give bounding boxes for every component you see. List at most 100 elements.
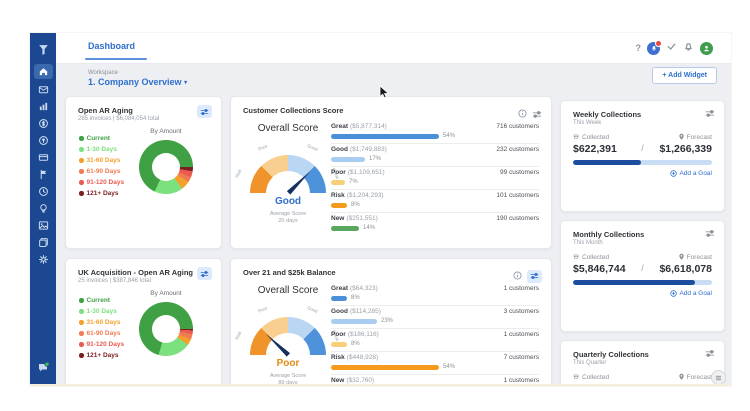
legend-dot [79, 298, 84, 303]
add-goal-link[interactable]: Add a Goal [670, 290, 712, 297]
app-window: Dashboard ? Workspace 1 [30, 33, 731, 386]
sidebar-item-collections[interactable] [35, 117, 52, 130]
legend-label: 31-60 Days [86, 319, 121, 326]
legend-item[interactable]: Current [79, 295, 124, 306]
info-icon[interactable] [513, 267, 522, 285]
score-row-percent: 54% [443, 133, 456, 139]
legend-item[interactable]: 121+ Days [79, 188, 124, 199]
top-navigation-bar: Dashboard ? [56, 33, 731, 64]
filter-settings-icon[interactable] [197, 267, 212, 280]
sidebar-item-layers[interactable] [35, 236, 52, 249]
collections-progress-bar [573, 280, 712, 285]
ar-aging-donut-chart[interactable] [139, 140, 193, 194]
floating-menu-button[interactable] [711, 370, 726, 385]
score-row-bar-line: 54% [331, 364, 455, 370]
score-row-name: Great ($64,323) [331, 285, 378, 292]
info-icon[interactable] [518, 105, 527, 123]
sidebar-item-settings[interactable] [35, 253, 52, 266]
sidebar-item-reports[interactable] [35, 100, 52, 113]
score-row-customers: 716 customers [496, 123, 539, 130]
sidebar-item-inbox[interactable] [35, 83, 52, 96]
score-row-bar [331, 225, 359, 231]
legend-item[interactable]: Current [79, 133, 124, 144]
score-row-name: New ($32,760) [331, 377, 375, 384]
score-row-name: Risk ($1,204,293) [331, 192, 384, 199]
score-row-percent: 8% [351, 202, 360, 208]
filter-settings-icon[interactable] [532, 110, 542, 119]
widget-period: This Week [573, 120, 602, 126]
score-row-bar [331, 295, 347, 301]
workspace-selector[interactable]: 1. Company Overview ▾ [88, 77, 187, 87]
legend-dot [79, 331, 84, 336]
score-row-customers: 1 customers [503, 285, 539, 292]
gauge-hole [266, 171, 310, 193]
workspace-selected-value: 1. Company Overview [88, 77, 182, 87]
sidebar-item-clock[interactable] [35, 185, 52, 198]
legend-item[interactable]: 61-90 Days [79, 328, 124, 339]
widget-title: Weekly Collections [573, 110, 642, 119]
score-row-amount: ($1,204,293) [346, 192, 384, 199]
score-value: Good [274, 196, 302, 207]
legend-dot [79, 136, 84, 141]
score-row: Poor ($1,109,651) 99 customers 7% [331, 167, 539, 190]
collections-progress-bar [573, 160, 712, 165]
legend-item[interactable]: 91-120 Days [79, 177, 124, 188]
score-row-bar [331, 202, 347, 208]
sidebar-item-payment-card[interactable] [35, 151, 52, 164]
score-row-percent: 8% [351, 295, 360, 301]
add-goal-plus-icon [670, 170, 678, 177]
chart-legend: Current 1-30 Days 31-60 Days 61- [79, 133, 124, 199]
score-row-amount: ($251,551) [346, 215, 378, 222]
legend-item[interactable]: 1-30 Days [79, 144, 124, 155]
legend-dot [79, 309, 84, 314]
legend-dot [79, 180, 84, 185]
filter-settings-icon[interactable] [705, 229, 715, 238]
overall-score-label: Overall Score [257, 285, 319, 296]
widget-uk-open-ar-aging: UK Acquisition - Open AR Aging 25 invoic… [65, 258, 222, 386]
legend-label: 31-60 Days [86, 157, 121, 164]
uk-ar-aging-donut-chart[interactable] [139, 302, 193, 356]
sidebar-item-home[interactable] [33, 64, 53, 79]
legend-item[interactable]: 91-120 Days [79, 339, 124, 350]
forecast-label: Forecast [678, 373, 712, 381]
filter-settings-icon[interactable] [705, 349, 715, 358]
workspace-label: Workspace [88, 70, 118, 76]
score-row-customers: 1 customers [503, 331, 539, 338]
score-row-customers: 232 customers [496, 146, 539, 153]
forecast-value: $6,618,078 [659, 263, 712, 275]
collected-value: $5,846,744 [573, 263, 626, 275]
add-widget-button[interactable]: + Add Widget [652, 67, 717, 84]
tasks-check-icon[interactable] [666, 39, 677, 57]
legend-item[interactable]: 61-90 Days [79, 166, 124, 177]
tab-dashboard[interactable]: Dashboard [88, 41, 136, 51]
filter-settings-icon[interactable] [527, 269, 542, 283]
forecast-pin-icon [679, 373, 684, 380]
sidebar-item-flag[interactable] [35, 168, 52, 181]
legend-item[interactable]: 1-30 Days [79, 306, 124, 317]
main-area: Dashboard ? Workspace 1 [56, 33, 731, 386]
support-chat-icon[interactable] [35, 361, 52, 374]
score-row-bar-line: 8% [331, 341, 360, 347]
filter-settings-icon[interactable] [197, 105, 212, 118]
notifications-icon[interactable] [647, 39, 662, 55]
help-icon[interactable]: ? [635, 43, 642, 53]
sidebar-item-insights[interactable] [35, 202, 52, 215]
chart-legend: Current 1-30 Days 31-60 Days 61- [79, 295, 124, 361]
legend-label: 61-90 Days [86, 168, 121, 175]
user-avatar[interactable] [700, 41, 713, 55]
score-row-bar-line: 54% [331, 133, 455, 139]
legend-item[interactable]: 31-60 Days [79, 155, 124, 166]
legend-item[interactable]: 121+ Days [79, 350, 124, 361]
alerts-bell-icon[interactable] [683, 39, 694, 57]
score-row-amount: ($448,928) [346, 354, 379, 361]
filter-settings-icon[interactable] [705, 109, 715, 118]
sidebar-item-send[interactable] [35, 134, 52, 147]
add-goal-link[interactable]: Add a Goal [670, 170, 712, 177]
score-row: Great ($5,877,314) 716 customers 54% [331, 121, 539, 144]
legend-label: 1-30 Days [86, 146, 117, 153]
score-row-name: Good ($114,285) [331, 308, 381, 315]
value-separator: / [561, 383, 724, 386]
sidebar-item-gallery[interactable] [35, 219, 52, 232]
score-row-amount: ($1,109,651) [347, 169, 385, 176]
legend-item[interactable]: 31-60 Days [79, 317, 124, 328]
